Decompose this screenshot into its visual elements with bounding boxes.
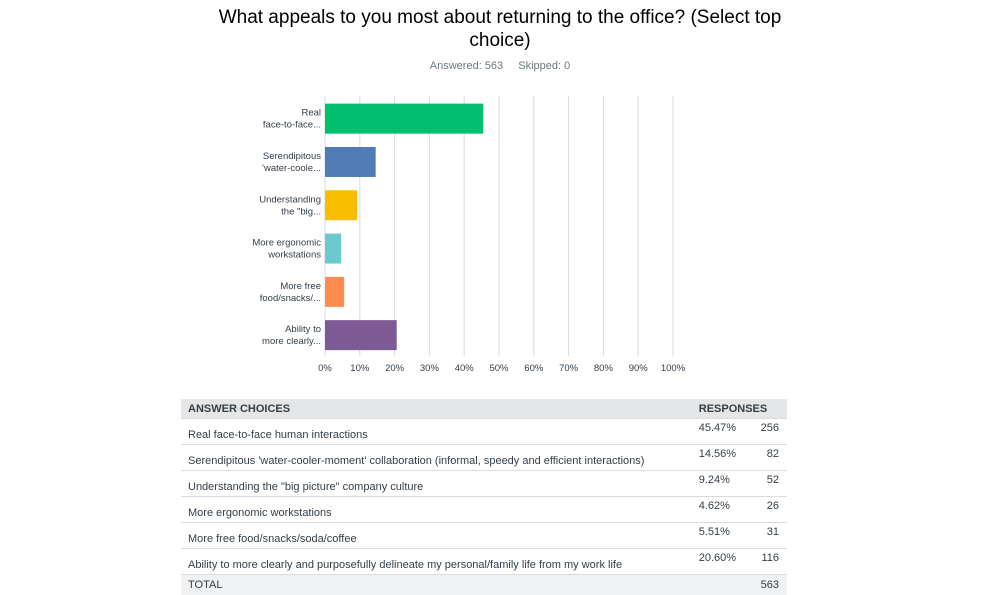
x-tick-label: 60% bbox=[524, 363, 544, 374]
x-tick-label: 50% bbox=[489, 363, 509, 374]
row-count: 256 bbox=[761, 419, 787, 445]
answer-table: ANSWER CHOICES RESPONSES Real face-to-fa… bbox=[181, 399, 787, 595]
table-row: Ability to more clearly and purposefully… bbox=[181, 549, 787, 575]
row-count: 52 bbox=[761, 471, 787, 497]
total-label: TOTAL bbox=[181, 575, 692, 595]
x-tick-label: 30% bbox=[420, 363, 440, 374]
table-row: More ergonomic workstations 4.62% 26 bbox=[181, 497, 787, 523]
row-choice: Ability to more clearly and purposefully… bbox=[181, 549, 692, 575]
bar bbox=[325, 147, 376, 177]
x-tick-label: 0% bbox=[318, 363, 332, 374]
x-tick-label: 10% bbox=[350, 363, 370, 374]
row-percent: 14.56% bbox=[692, 445, 761, 471]
row-count: 116 bbox=[761, 549, 787, 575]
row-choice: More free food/snacks/soda/coffee bbox=[181, 523, 692, 549]
bar bbox=[325, 104, 483, 134]
header-responses: RESPONSES bbox=[692, 399, 787, 419]
row-count: 31 bbox=[761, 523, 787, 549]
row-choice: More ergonomic workstations bbox=[181, 497, 692, 523]
row-choice: Understanding the "big picture" company … bbox=[181, 471, 692, 497]
table-header-row: ANSWER CHOICES RESPONSES bbox=[181, 399, 787, 419]
row-count: 26 bbox=[761, 497, 787, 523]
row-choice: Serendipitous 'water-cooler-moment' coll… bbox=[181, 445, 692, 471]
bar bbox=[325, 320, 397, 350]
x-tick-label: 90% bbox=[629, 363, 649, 374]
row-percent: 4.62% bbox=[692, 497, 761, 523]
row-choice: Real face-to-face human interactions bbox=[181, 419, 692, 445]
x-tick-label: 40% bbox=[455, 363, 475, 374]
row-count: 82 bbox=[761, 445, 787, 471]
bar bbox=[325, 190, 357, 220]
x-tick-label: 100% bbox=[661, 363, 686, 374]
header-answer-choices: ANSWER CHOICES bbox=[181, 399, 692, 419]
row-percent: 45.47% bbox=[692, 419, 761, 445]
x-tick-label: 80% bbox=[594, 363, 614, 374]
table-row: Real face-to-face human interactions 45.… bbox=[181, 419, 787, 445]
category-label: Serendipitous'water-coole... bbox=[262, 151, 321, 174]
table-row: More free food/snacks/soda/coffee 5.51% … bbox=[181, 523, 787, 549]
row-percent: 20.60% bbox=[692, 549, 761, 575]
table-row: Understanding the "big picture" company … bbox=[181, 471, 787, 497]
x-tick-label: 20% bbox=[385, 363, 405, 374]
total-row: TOTAL 563 bbox=[181, 575, 787, 595]
table-row: Serendipitous 'water-cooler-moment' coll… bbox=[181, 445, 787, 471]
total-count: 563 bbox=[761, 575, 787, 595]
bar bbox=[325, 234, 341, 264]
row-percent: 5.51% bbox=[692, 523, 761, 549]
x-tick-label: 70% bbox=[559, 363, 579, 374]
bar bbox=[325, 277, 344, 307]
row-percent: 9.24% bbox=[692, 471, 761, 497]
